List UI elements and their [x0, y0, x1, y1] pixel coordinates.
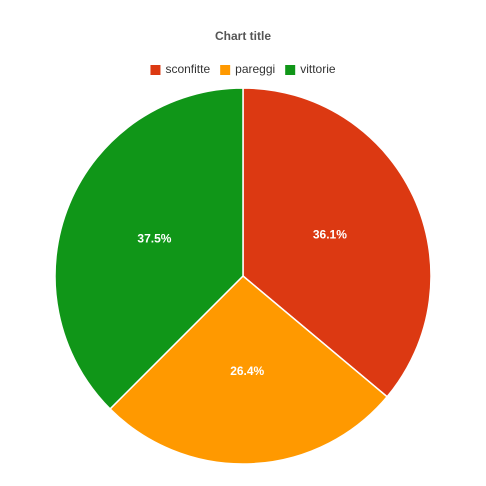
legend-swatch: [285, 65, 296, 75]
legend-label: vittorie: [300, 62, 336, 76]
legend-swatch: [150, 65, 161, 75]
legend-label: pareggi: [235, 62, 275, 76]
value-label: 26.4%: [230, 364, 264, 378]
value-label: 37.5%: [137, 231, 171, 245]
legend-label: sconfitte: [165, 62, 210, 76]
legend-swatch: [220, 65, 231, 75]
chart-title: Chart title: [215, 29, 271, 43]
pie-slice: [242, 87, 432, 398]
value-label: 36.1%: [313, 228, 347, 242]
pie-slice: [54, 87, 244, 410]
pie-slice: [109, 274, 389, 465]
legend: sconfitte pareggi vittorie: [150, 62, 336, 76]
